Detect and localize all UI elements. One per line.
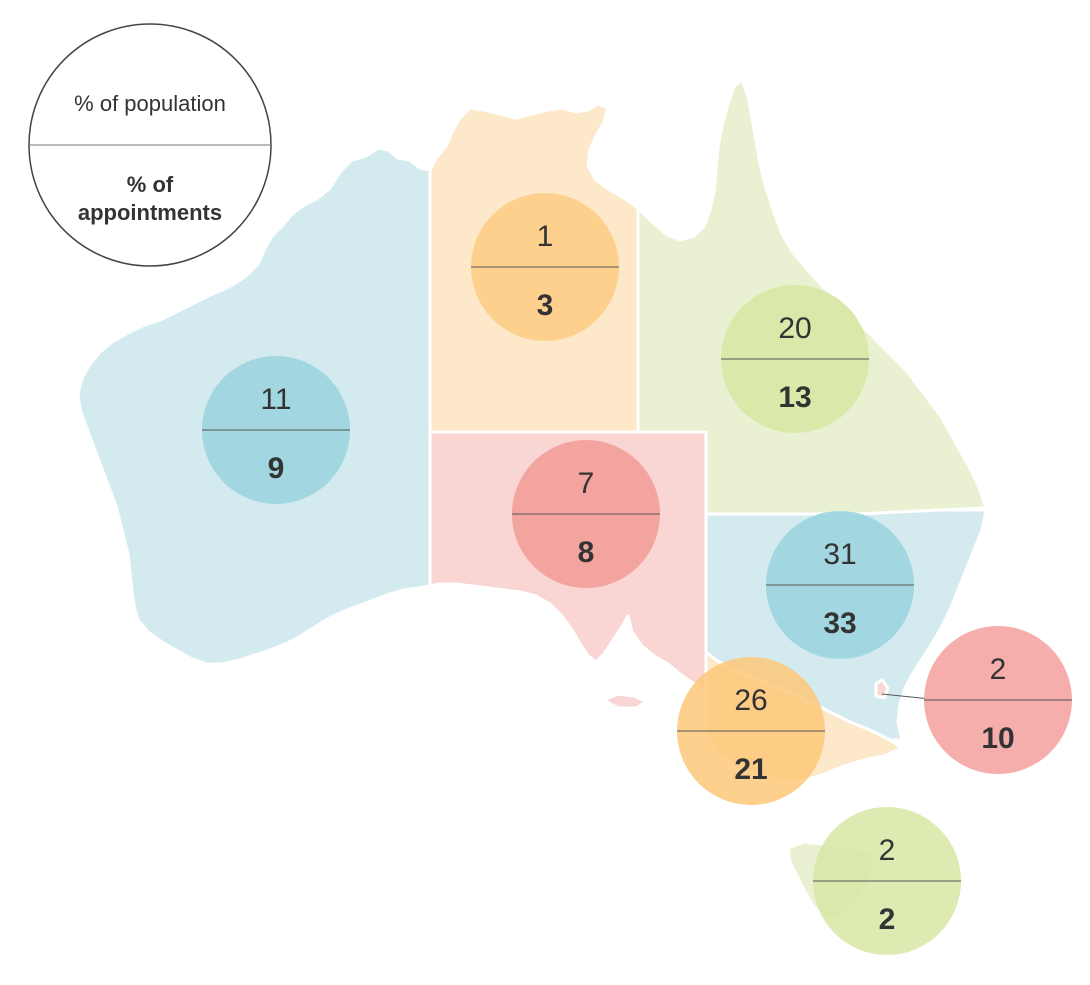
marker-tas: 2 2 bbox=[813, 807, 961, 955]
kangaroo-island bbox=[602, 692, 648, 710]
marker-qld: 20 13 bbox=[721, 285, 869, 433]
marker-wa-appointments: 9 bbox=[268, 452, 285, 485]
marker-sa: 7 8 bbox=[512, 440, 660, 588]
marker-act: 2 10 bbox=[924, 626, 1072, 774]
state-act bbox=[874, 678, 890, 700]
marker-wa: 11 9 bbox=[202, 356, 350, 504]
marker-sa-appointments: 8 bbox=[578, 536, 595, 569]
marker-tas-population: 2 bbox=[879, 834, 896, 867]
marker-qld-population: 20 bbox=[778, 312, 811, 345]
marker-vic: 26 21 bbox=[677, 657, 825, 805]
marker-nt-appointments: 3 bbox=[537, 289, 554, 322]
marker-nt-population: 1 bbox=[537, 220, 554, 253]
marker-vic-population: 26 bbox=[734, 684, 767, 717]
legend-appointments-label-1: % of bbox=[127, 172, 174, 197]
marker-nsw: 31 33 bbox=[766, 511, 914, 659]
marker-qld-appointments: 13 bbox=[778, 381, 811, 414]
legend: % of population % of appointments bbox=[28, 23, 272, 267]
legend-population-label: % of population bbox=[74, 91, 226, 116]
marker-wa-population: 11 bbox=[260, 383, 291, 416]
marker-vic-appointments: 21 bbox=[734, 753, 767, 786]
marker-nt: 1 3 bbox=[471, 193, 619, 341]
marker-act-population: 2 bbox=[990, 653, 1007, 686]
marker-act-appointments: 10 bbox=[981, 722, 1014, 755]
marker-sa-population: 7 bbox=[578, 467, 595, 500]
marker-tas-appointments: 2 bbox=[879, 903, 896, 936]
legend-appointments-label-2: appointments bbox=[78, 200, 222, 225]
marker-nsw-appointments: 33 bbox=[823, 607, 856, 640]
marker-nsw-population: 31 bbox=[823, 538, 856, 571]
